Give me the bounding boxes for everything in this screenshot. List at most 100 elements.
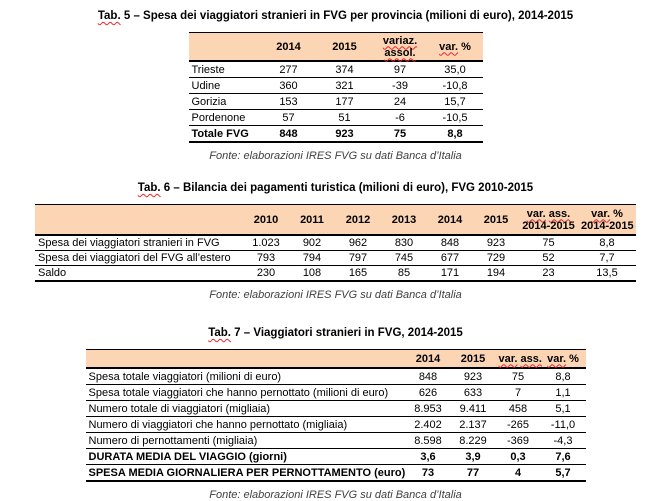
value-cell: 321 [316,77,373,94]
tab7-title: Tab. 7 – Viaggiatori stranieri in FVG, 2… [0,326,671,340]
value-cell: 5,7 [540,464,586,482]
tab6-header-empty-cell [35,204,243,236]
tab5-header-2015: 2015 [316,32,373,62]
table-row: Numero totale di viaggiatori (migliaia) 8… [85,400,586,417]
tab5-title: Tab. 5 – Spesa dei viaggiatori stranieri… [0,9,671,23]
row-label-cell: Spesa dei viaggiatori del FVG all’estero [35,250,243,266]
value-cell: 797 [335,250,381,266]
tab6-header-2013: 2013 [381,204,427,236]
row-label-cell: Spesa totale viaggiatori (milioni di eur… [85,368,406,385]
row-label-cell: Totale FVG [188,125,261,143]
tab5-spending-by-province-table: 2014 2015 variaz. assol. var.% Trieste 277… [188,32,483,143]
value-cell: 85 [381,265,427,282]
table-row: Totale FVG 848 923 75 8,8 [188,125,483,143]
value-cell: -11,0 [540,416,586,433]
value-cell: 23 [519,265,578,282]
value-cell: 962 [335,235,381,251]
value-cell: 3,9 [450,448,496,465]
value-cell: 1.023 [243,235,289,251]
tab6-header-2014: 2014 [427,204,473,236]
value-cell: 374 [316,61,373,78]
value-cell: 3,6 [405,448,451,465]
table-row: Pordenone 57 51 -6 -10,5 [188,109,483,126]
tab7-source-note: Fonte: elaborazioni IRES FVG su dati Ban… [209,489,462,501]
value-cell: 923 [316,125,373,143]
row-label-cell: Spesa totale viaggiatori che hanno perno… [85,384,406,401]
tab6-title-text: 6 – Bilancia dei pagamenti turistica (mi… [160,182,534,194]
tab5-source-note: Fonte: elaborazioni IRES FVG su dati Ban… [209,150,462,162]
value-cell: 848 [427,235,473,251]
row-label-cell: Saldo [35,265,243,282]
value-cell: -6 [372,109,428,126]
row-label-cell: DURATA MEDIA DEL VIAGGIO (giorni) [85,448,406,465]
row-label-cell: Pordenone [188,109,261,126]
value-cell: 77 [450,464,496,482]
table-row: SPESA MEDIA GIORNALIERA PER PERNOTTAMENT… [85,464,586,482]
value-cell: 15,7 [427,93,483,110]
value-cell: 848 [405,368,451,385]
value-cell: 194 [473,265,519,282]
value-cell: 7,6 [540,448,586,465]
tab6-body: Spesa dei viaggiatori stranieri in FVG 1.… [35,235,636,282]
value-cell: 2.402 [405,416,451,433]
value-cell: 793 [243,250,289,266]
row-label-cell: Udine [188,77,261,94]
tab6-header-var-ass: var. ass. 2014-2015 [519,204,578,236]
value-cell: 794 [289,250,335,266]
value-cell: 729 [473,250,519,266]
value-cell: 7,7 [578,250,636,266]
tab7-foreign-travellers-table: 2014 2015 var. ass. var.% Spesa totale v… [85,349,586,482]
value-cell: 633 [450,384,496,401]
value-cell: -10,8 [427,77,483,94]
value-cell: 73 [405,464,451,482]
value-cell: 177 [316,93,373,110]
tab7-header-2014: 2014 [405,349,451,369]
value-cell: 745 [381,250,427,266]
table-row: Spesa dei viaggiatori stranieri in FVG 1.… [35,235,636,251]
tab6-header-var-pct: var.% 2014-2015 [578,204,636,236]
table-row: Trieste 277 374 97 35,0 [188,61,483,78]
tab7-body: Spesa totale viaggiatori (milioni di eur… [85,368,586,482]
value-cell: 848 [260,125,317,143]
value-cell: 1,1 [540,384,586,401]
value-cell: 57 [260,109,317,126]
value-cell: 830 [381,235,427,251]
value-cell: 626 [405,384,451,401]
value-cell: 8.229 [450,432,496,449]
value-cell: 8,8 [578,235,636,251]
value-cell: 2.137 [450,416,496,433]
value-cell: -4,3 [540,432,586,449]
tab6-tourism-balance-table: 2010 2011 2012 2013 2014 2015 var. ass. 2… [35,204,636,282]
table-row: Spesa totale viaggiatori (milioni di eur… [85,368,586,385]
value-cell: -265 [495,416,541,433]
value-cell: 9.411 [450,400,496,417]
tab5-body: Trieste 277 374 97 35,0 Udine 360 321 -39 -10,8 Go… [188,61,483,143]
table-row: Numero di pernottamenti (migliaia) 8.598 8… [85,432,586,449]
value-cell: 97 [372,61,428,78]
value-cell: 165 [335,265,381,282]
value-cell: 458 [495,400,541,417]
tab5-header-empty-cell [188,32,261,62]
value-cell: 0,3 [495,448,541,465]
value-cell: 75 [495,368,541,385]
tab7-header-row: 2014 2015 var. ass. var.% [85,349,586,369]
tab5-title-text: 5 – Spesa dei viaggiatori stranieri in F… [120,10,574,22]
value-cell: 75 [519,235,578,251]
row-label-cell: Numero totale di viaggiatori (migliaia) [85,400,406,417]
row-label-cell: Numero di viaggiatori che hanno pernotta… [85,416,406,433]
value-cell: 4 [495,464,541,482]
value-cell: 171 [427,265,473,282]
value-cell: 923 [450,368,496,385]
table-row: Numero di viaggiatori che hanno pernotta… [85,416,586,433]
tab5-header-2014: 2014 [260,32,317,62]
row-label-cell: SPESA MEDIA GIORNALIERA PER PERNOTTAMENT… [85,464,406,482]
value-cell: 923 [473,235,519,251]
tab5-header-variaz-assol: variaz. assol. [372,32,428,62]
row-label-cell: Numero di pernottamenti (migliaia) [85,432,406,449]
tab7-header-empty-cell [85,349,406,369]
value-cell: -10,5 [427,109,483,126]
value-cell: 7 [495,384,541,401]
row-label-cell: Spesa dei viaggiatori stranieri in FVG [35,235,243,251]
table-row: Spesa dei viaggiatori del FVG all’estero… [35,250,636,266]
tab6-title-prefix: Tab. [137,182,161,194]
